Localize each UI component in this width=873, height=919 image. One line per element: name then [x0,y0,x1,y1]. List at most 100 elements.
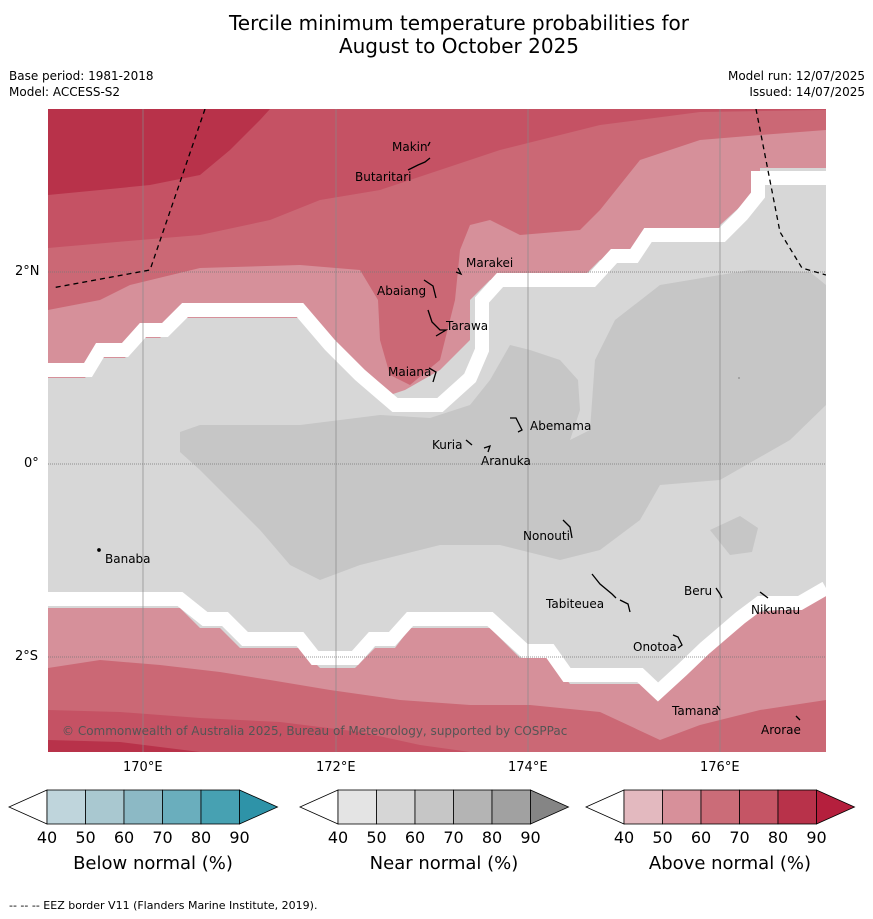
colorbar-swatch [162,789,202,825]
colorbar-tick-label: 40 [613,828,635,847]
place-labels: Makin Butaritari Marakei Abaiang Tarawa … [105,140,801,737]
colorbar-above-normal: 40 50 60 70 80 90 Above normal (%) [585,788,873,878]
copyright-notice: © Commonwealth of Australia 2025, Bureau… [62,724,568,738]
title-line-1: Tercile minimum temperature probabilitie… [228,11,690,35]
place-label: Aranuka [481,454,531,468]
colorbar-tick-label: 90 [520,828,541,847]
colorbar-tick-label: 60 [404,828,426,847]
meta-right: Model run: 12/07/2025 Issued: 14/07/2025 [728,68,865,100]
colorbar-tick-label: 60 [690,828,712,847]
chart-title: Tercile minimum temperature probabilitie… [0,12,873,58]
above-normal-70-north [48,109,826,248]
place-label: Abaiang [377,284,426,298]
colorbar-swatch [623,789,663,825]
place-label: Banaba [105,552,151,566]
colorbar-high-extension [816,789,856,825]
colorbar-title: Below normal (%) [73,853,233,874]
eez-footnote: -- -- -- EEZ border V11 (Flanders Marine… [9,899,318,912]
colorbar-ticks: 40 50 60 70 80 90 [585,828,873,848]
place-label: Nikunau [751,603,800,617]
place-label: Makin [392,140,428,154]
latitude-lines [48,271,826,658]
place-label: Maiana [388,365,431,379]
issued-date: Issued: 14/07/2025 [749,85,865,99]
colorbar-near-normal: 40 50 60 70 80 90 Near normal (%) [299,788,589,878]
place-label: Beru [684,584,712,598]
meta-left: Base period: 1981-2018 Model: ACCESS-S2 [9,68,154,100]
colorbar-low-extension [585,789,625,825]
place-label: Onotoa [633,640,677,654]
above-normal-80-south [48,740,200,752]
lon-label: 172°E [316,760,356,775]
place-label: Butaritari [355,170,412,184]
colorbar-swatch [46,789,86,825]
colorbar-tick-label: 90 [229,828,250,847]
above-normal-80-north [48,109,270,195]
colorbar-swatches [8,789,279,825]
colorbar-ticks: 40 50 60 70 80 90 [299,828,589,848]
place-label: Nonouti [523,529,570,543]
colorbar-title: Above normal (%) [648,853,812,874]
colorbar-tick-label: 50 [652,828,673,847]
colorbar-tick-label: 70 [443,828,464,847]
colorbar-swatch [700,789,740,825]
colorbar-title: Near normal (%) [369,853,519,874]
map-panel [48,109,826,752]
place-label: Abemama [530,419,591,433]
colorbar-tick-label: 70 [729,828,750,847]
lat-label: 2°N [15,264,40,279]
colorbar-tick-label: 80 [767,828,789,847]
place-label: Kuria [432,438,463,452]
colorbar-tick-label: 80 [190,828,212,847]
colorbar-swatch [662,789,702,825]
colorbar-swatch [200,789,240,825]
colorbar-swatch [337,789,377,825]
colorbar-high-extension [530,789,570,825]
colorbar-tick-label: 70 [152,828,173,847]
near-normal-50-patch [710,516,758,555]
colorbar-swatch [491,789,531,825]
colorbar-low-extension [299,789,339,825]
colorbar-swatch [453,789,493,825]
base-period: Base period: 1981-2018 [9,69,154,83]
colorbar-swatches [585,789,856,825]
place-label: Tamana [671,704,719,718]
colorbar-swatches [299,789,570,825]
colorbar-below-normal: 40 50 60 70 80 90 Below normal (%) [8,788,298,878]
model-name: Model: ACCESS-S2 [9,85,121,99]
colorbar-high-extension [239,789,279,825]
colorbar-tick-label: 80 [481,828,503,847]
colorbar-swatch [85,789,125,825]
near-normal-50-zone [180,270,826,580]
colorbar-tick-label: 50 [366,828,387,847]
lat-label: 0° [24,456,39,471]
lon-label: 176°E [700,760,740,775]
eez-border [51,109,826,289]
lat-label: 2°S [15,649,39,664]
contour-gap-south [48,581,826,702]
title-line-2: August to October 2025 [338,34,580,58]
colorbar-swatch [777,789,817,825]
colorbar-tick-label: 90 [806,828,827,847]
lon-label: 174°E [508,760,548,775]
model-run: Model run: 12/07/2025 [727,69,865,83]
above-normal-70-south [48,710,470,752]
colorbar-swatch [376,789,416,825]
colorbar-tick-label: 40 [36,828,58,847]
colorbar-low-extension [8,789,48,825]
place-label: Marakei [466,256,513,270]
colorbar-swatch [414,789,454,825]
place-label: Tabiteuea [545,597,604,611]
colorbar-swatch [739,789,779,825]
colorbar-tick-label: 40 [327,828,349,847]
place-label: Tarawa [445,319,488,333]
colorbar-tick-label: 50 [75,828,96,847]
place-label: Arorae [761,723,801,737]
colorbar-swatch [123,789,163,825]
lon-label: 170°E [123,760,163,775]
graticule [142,109,721,752]
colorbar-ticks: 40 50 60 70 80 90 [8,828,298,848]
islands [97,141,801,721]
colorbar-tick-label: 60 [113,828,135,847]
